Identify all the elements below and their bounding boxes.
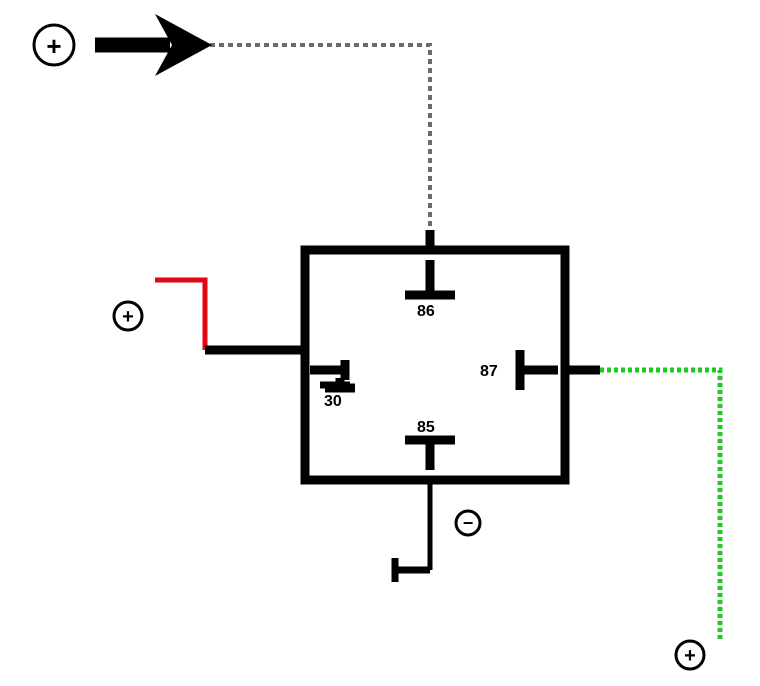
svg-text:+: + [122, 306, 134, 328]
pin-87 [520, 350, 600, 390]
wire-trigger [210, 45, 430, 250]
svg-text:+: + [46, 31, 61, 61]
pin-87-label: 87 [480, 363, 498, 380]
minus-ground-symbol: − [456, 511, 480, 535]
relay-diagram: 86 30 87 85 + [0, 0, 760, 686]
pin-85 [405, 440, 455, 470]
plus-left-symbol: + [114, 302, 142, 330]
pin-86-label: 86 [417, 303, 435, 320]
ground-foot [395, 558, 430, 582]
svg-text:−: − [463, 513, 474, 533]
wire-output [565, 370, 720, 640]
plus-top-symbol: + [34, 25, 74, 65]
wire-power-in [155, 280, 205, 350]
pin-86 [405, 230, 455, 295]
input-arrow [95, 14, 212, 76]
svg-text:+: + [684, 645, 696, 667]
pin-85-label: 85 [417, 419, 435, 436]
plus-right-symbol: + [676, 641, 704, 669]
pin-30-label: 30 [324, 393, 342, 410]
